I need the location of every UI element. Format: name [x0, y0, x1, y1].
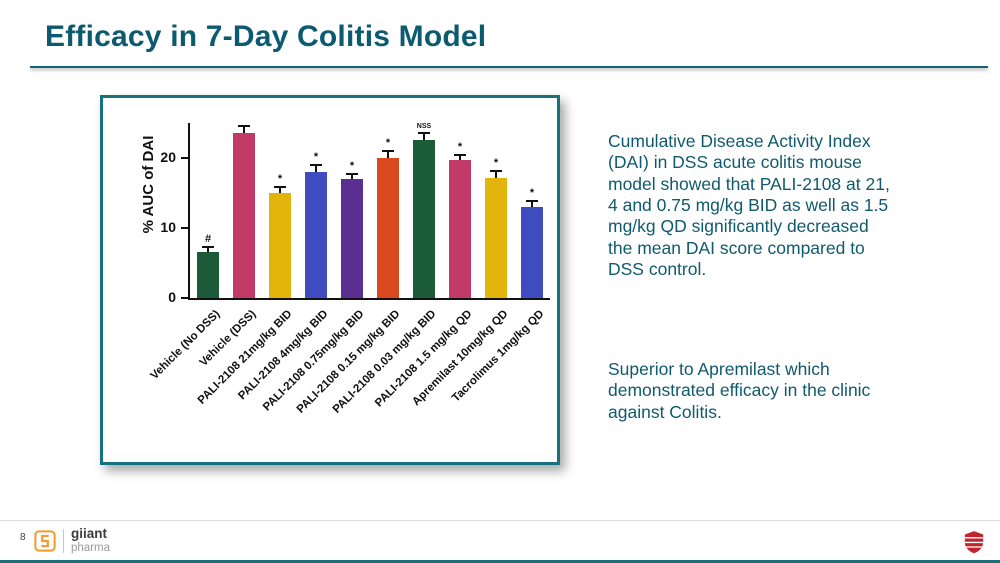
- error-bar-stem: [387, 152, 389, 158]
- error-bar-stem: [459, 156, 461, 160]
- plot-area: # * * * * NSS * * *: [188, 123, 550, 300]
- commentary-paragraph-1: Cumulative Disease Activity Index (DAI) …: [608, 131, 890, 280]
- significance-marker: *: [529, 187, 535, 199]
- error-bar: [454, 154, 466, 160]
- y-axis-title: % AUC of DAI: [140, 135, 157, 234]
- y-tick-label: 10: [160, 219, 176, 235]
- giiant-logo-icon: [34, 530, 56, 552]
- error-bar: [310, 164, 322, 172]
- bar-slot: #: [190, 123, 226, 298]
- bar-slot: *: [262, 123, 298, 298]
- bar-slot: *: [298, 123, 334, 298]
- significance-marker: *: [277, 173, 283, 185]
- bar: [485, 178, 507, 298]
- bar-slot: *: [334, 123, 370, 298]
- significance-marker: *: [385, 137, 391, 149]
- y-tick-label: 20: [160, 149, 176, 165]
- error-bar-stem: [423, 134, 425, 140]
- logo-divider: [63, 528, 64, 553]
- error-bar-cap: [202, 246, 214, 248]
- bar: [341, 179, 363, 298]
- shield-logo-icon: [964, 530, 984, 559]
- bar: [521, 207, 543, 298]
- significance-marker: *: [457, 141, 463, 153]
- bar: [233, 133, 255, 298]
- error-bar-cap: [382, 150, 394, 152]
- error-bar-cap: [490, 170, 502, 172]
- significance-marker: NSS: [416, 123, 432, 130]
- logo-name: giiant: [71, 526, 107, 541]
- error-bar: [202, 246, 214, 252]
- y-tick-mark: [181, 157, 188, 159]
- footer-divider: [0, 520, 1000, 521]
- bar: [269, 193, 291, 298]
- logo-text: giiant pharma: [71, 526, 110, 554]
- error-bar-stem: [315, 166, 317, 172]
- error-bar-stem: [207, 248, 209, 252]
- bar: [413, 140, 435, 298]
- bar: [377, 158, 399, 298]
- slide-title: Efficacy in 7-Day Colitis Model: [45, 20, 487, 53]
- error-bar: [238, 125, 250, 133]
- page-number: 8: [20, 532, 26, 543]
- y-tick-label: 0: [168, 289, 176, 305]
- logo-subtitle: pharma: [71, 541, 110, 554]
- bar: [197, 252, 219, 298]
- chart-panel: % AUC of DAI # * * * * NSS * * * 0 10 20 Vehicle (N…: [100, 95, 560, 465]
- error-bar-cap: [310, 164, 322, 166]
- bar-slot: NSS: [406, 123, 442, 298]
- y-tick-mark: [181, 227, 188, 229]
- significance-marker: *: [349, 160, 355, 172]
- error-bar: [274, 186, 286, 193]
- error-bar: [490, 170, 502, 178]
- error-bar-stem: [531, 202, 533, 207]
- error-bar-cap: [454, 154, 466, 156]
- bar: [449, 160, 471, 298]
- significance-marker: *: [493, 157, 499, 169]
- title-divider: [30, 66, 988, 68]
- error-bar: [346, 173, 358, 179]
- bar-slot: *: [442, 123, 478, 298]
- error-bar-cap: [526, 200, 538, 202]
- bar-slot: *: [370, 123, 406, 298]
- giiant-pharma-logo: giiant pharma: [34, 526, 110, 554]
- commentary-paragraph-2: Superior to Apremilast which demonstrate…: [608, 359, 871, 422]
- bar-slot: *: [514, 123, 550, 298]
- bar-slot: *: [478, 123, 514, 298]
- significance-marker: #: [204, 233, 212, 245]
- error-bar-cap: [238, 125, 250, 127]
- bottom-accent-bar: [0, 560, 1000, 563]
- error-bar-stem: [243, 127, 245, 133]
- error-bar: [526, 200, 538, 207]
- error-bar-stem: [495, 172, 497, 178]
- error-bar-cap: [418, 132, 430, 134]
- y-tick-mark: [181, 297, 188, 299]
- error-bar-cap: [274, 186, 286, 188]
- bar: [305, 172, 327, 298]
- bar-slot: [226, 123, 262, 298]
- error-bar-cap: [346, 173, 358, 175]
- significance-marker: *: [313, 151, 319, 163]
- error-bar-stem: [279, 188, 281, 193]
- error-bar-stem: [351, 175, 353, 179]
- error-bar: [418, 132, 430, 140]
- error-bar: [382, 150, 394, 158]
